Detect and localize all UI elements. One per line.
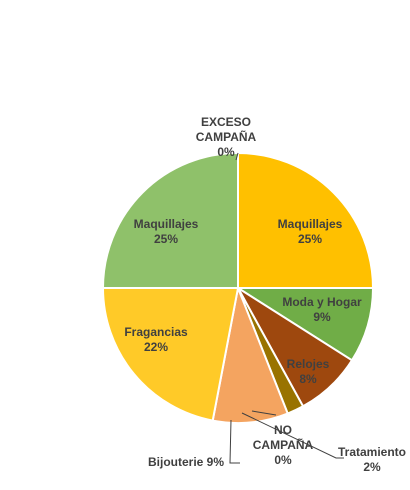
data-label-1: Moda y Hogar 9% [282,295,362,324]
data-label-3: Tratamiento 2% [338,445,406,474]
data-label-5: Bijouterie 9% [148,455,224,469]
leader-lines [229,152,344,464]
pie-slice-6 [101,287,240,422]
data-label-7: Maquillajes 25% [134,217,199,246]
data-label-4: NO CAMPAÑA 0% [253,423,314,467]
data-label-8: EXCESO CAMPAÑA 0% [196,115,257,159]
data-label-2: Relojes 8% [287,357,330,386]
data-labels: Maquillajes 25% Moda y Hogar 9% Relojes 8% Tra… [124,115,406,474]
data-label-0: Maquillajes 25% [278,217,343,246]
pie-slice-0 [237,151,375,289]
data-label-6: Fragancias 22% [124,325,188,354]
pie-slices [101,151,375,424]
leader-line-3 [235,152,239,161]
leader-line-2 [229,419,240,464]
leader-line-0 [241,412,344,459]
pie-slice-7 [101,151,239,289]
leader-line-1 [251,410,277,416]
